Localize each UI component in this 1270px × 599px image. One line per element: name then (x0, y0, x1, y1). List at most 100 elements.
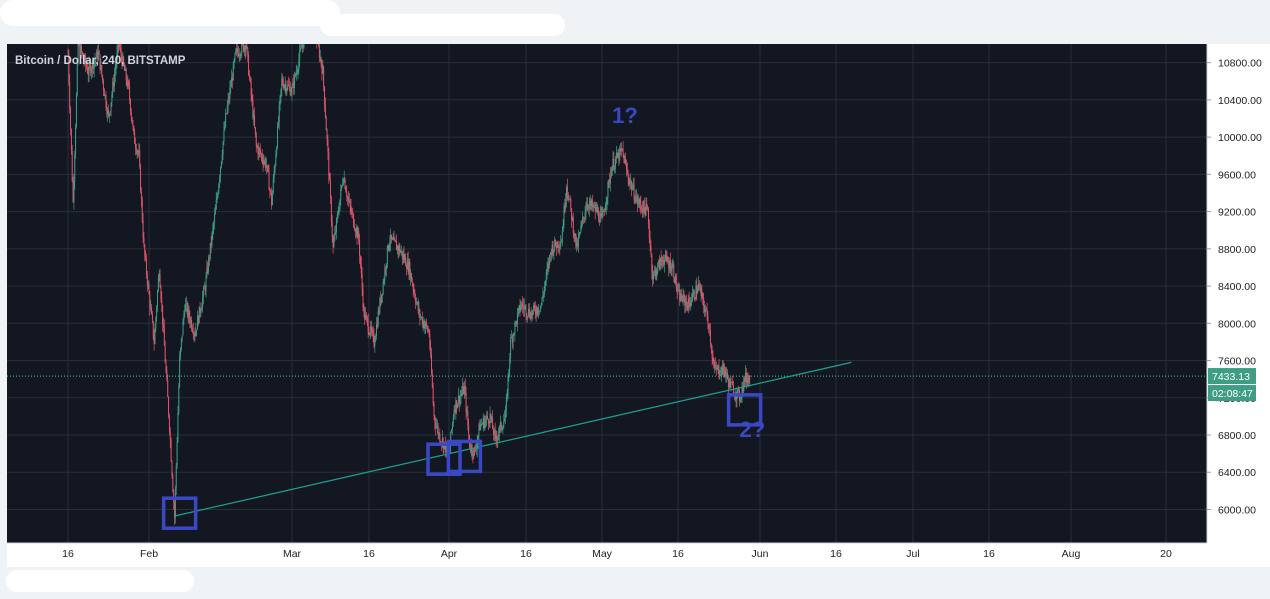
candle-body (273, 171, 275, 179)
candle-body (682, 294, 684, 302)
candle-body (106, 107, 108, 115)
candle-body (68, 53, 70, 82)
candle-body (529, 316, 531, 320)
candle-body (365, 315, 367, 318)
candle-body (298, 59, 300, 70)
chart-container[interactable]: 1? 2? 10800.00 10400.00 10000.00 9600.00 920… (7, 9, 1270, 567)
candle-body (282, 83, 284, 88)
candle-body (319, 57, 321, 59)
candle-body (714, 365, 716, 369)
candle-body (609, 175, 611, 184)
candle-body (157, 277, 159, 292)
candle-body (652, 271, 654, 280)
candle-body (513, 333, 515, 335)
candle-body (268, 171, 270, 190)
candle-body (660, 258, 662, 262)
candle-body (732, 382, 734, 385)
price-axis[interactable] (1207, 44, 1270, 567)
candle-body (572, 217, 574, 234)
candle-body (543, 293, 545, 296)
candle-body (335, 231, 337, 233)
candle-body (157, 291, 159, 308)
candle-body (465, 392, 467, 413)
candle-body (110, 102, 112, 112)
candle-body (667, 261, 669, 263)
candle-body (139, 150, 141, 166)
candle-body (398, 246, 400, 252)
candle-body (188, 308, 190, 318)
candle-body (611, 166, 613, 176)
candle-body (598, 219, 600, 223)
candle-body (548, 263, 550, 266)
candle-body (161, 299, 163, 305)
candle-body (480, 424, 482, 431)
candle-body (212, 227, 214, 234)
candle-body (375, 336, 377, 342)
candle-body (571, 217, 573, 221)
candle-body (407, 259, 409, 273)
candle-body (517, 308, 519, 314)
candle-body (458, 395, 460, 404)
trendline[interactable] (174, 361, 852, 517)
candle-body (598, 209, 600, 220)
candle-body (285, 84, 287, 92)
candle-body (356, 228, 358, 239)
candle-body (703, 305, 705, 313)
candle-body (566, 186, 568, 194)
candle-body (338, 210, 340, 214)
candle-body (326, 130, 328, 140)
candle-body (129, 86, 131, 100)
candle-body (196, 329, 198, 331)
candle-body (519, 305, 521, 311)
candle-body (371, 326, 372, 332)
candle-body (327, 139, 329, 152)
candle-body (93, 61, 95, 70)
candle-body (402, 254, 404, 259)
candle-body (567, 193, 569, 200)
candle-body (292, 81, 294, 88)
candle-body (262, 159, 264, 165)
candle-body (169, 431, 171, 441)
price-tick-label: 10800.00 (1218, 58, 1262, 70)
candle-body (597, 209, 599, 213)
candlestick-chart[interactable]: 1? 2? 10800.00 10400.00 10000.00 9600.00 920… (7, 9, 1270, 567)
candle-body (89, 64, 91, 66)
candle-body (579, 231, 581, 235)
candle-body (718, 365, 720, 375)
candle-body (231, 77, 233, 81)
candle-body (349, 201, 351, 207)
candle-body (391, 234, 392, 240)
candle-body (404, 257, 406, 260)
candle-body (530, 312, 532, 320)
time-axis[interactable] (7, 543, 1207, 567)
candle-body (234, 53, 236, 61)
candle-body (177, 413, 179, 442)
candle-body (98, 51, 100, 55)
candle-body (443, 443, 445, 449)
candle-body (634, 199, 636, 202)
candle-body (491, 417, 493, 420)
candle-body (277, 121, 279, 126)
candle-body (697, 290, 699, 294)
candle-body (143, 237, 145, 246)
candle-body (361, 273, 363, 290)
candle-body (368, 331, 370, 334)
candle-body (214, 209, 216, 215)
candle-body (119, 47, 121, 49)
candle-body (168, 396, 170, 416)
candle-body (627, 172, 629, 179)
candle-body (462, 385, 464, 394)
candle-body (254, 127, 256, 135)
candle-body (522, 306, 524, 309)
candle-body (355, 228, 357, 233)
candle-body (330, 180, 331, 198)
candle-body (71, 150, 73, 181)
candle-body (376, 324, 377, 337)
candle-body (379, 298, 381, 313)
candle-body (211, 233, 213, 246)
candle-body (84, 56, 86, 62)
candle-body (369, 333, 371, 335)
candle-body (524, 305, 526, 307)
candle-body (146, 274, 148, 285)
candle-body (571, 208, 573, 221)
